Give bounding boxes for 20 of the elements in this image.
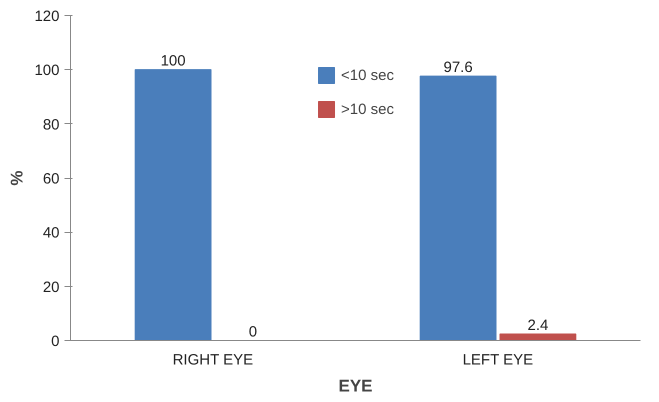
x-tick-label: LEFT EYE <box>462 352 534 368</box>
data-label: 97.6 <box>444 59 473 76</box>
y-tick-label: 60 <box>42 170 60 188</box>
x-tick-label: RIGHT EYE <box>172 352 254 368</box>
y-tick-label: 20 <box>42 278 60 296</box>
legend-label: <10 sec <box>341 66 394 84</box>
y-tick-label: 80 <box>42 116 60 134</box>
bar <box>420 76 497 340</box>
x-axis-title: EYE <box>338 376 373 396</box>
data-label: 100 <box>160 52 186 70</box>
y-tick-label: 120 <box>34 8 60 25</box>
y-tick-label: 0 <box>51 333 60 350</box>
y-axis-title: % <box>7 170 26 186</box>
y-tick-label: 40 <box>42 224 60 242</box>
bar <box>499 334 576 340</box>
y-tick-label: 100 <box>34 62 60 80</box>
data-label: 2.4 <box>527 316 548 334</box>
bar <box>134 69 212 340</box>
data-label: 0 <box>248 323 258 340</box>
legend-label: >10 sec <box>341 100 394 118</box>
